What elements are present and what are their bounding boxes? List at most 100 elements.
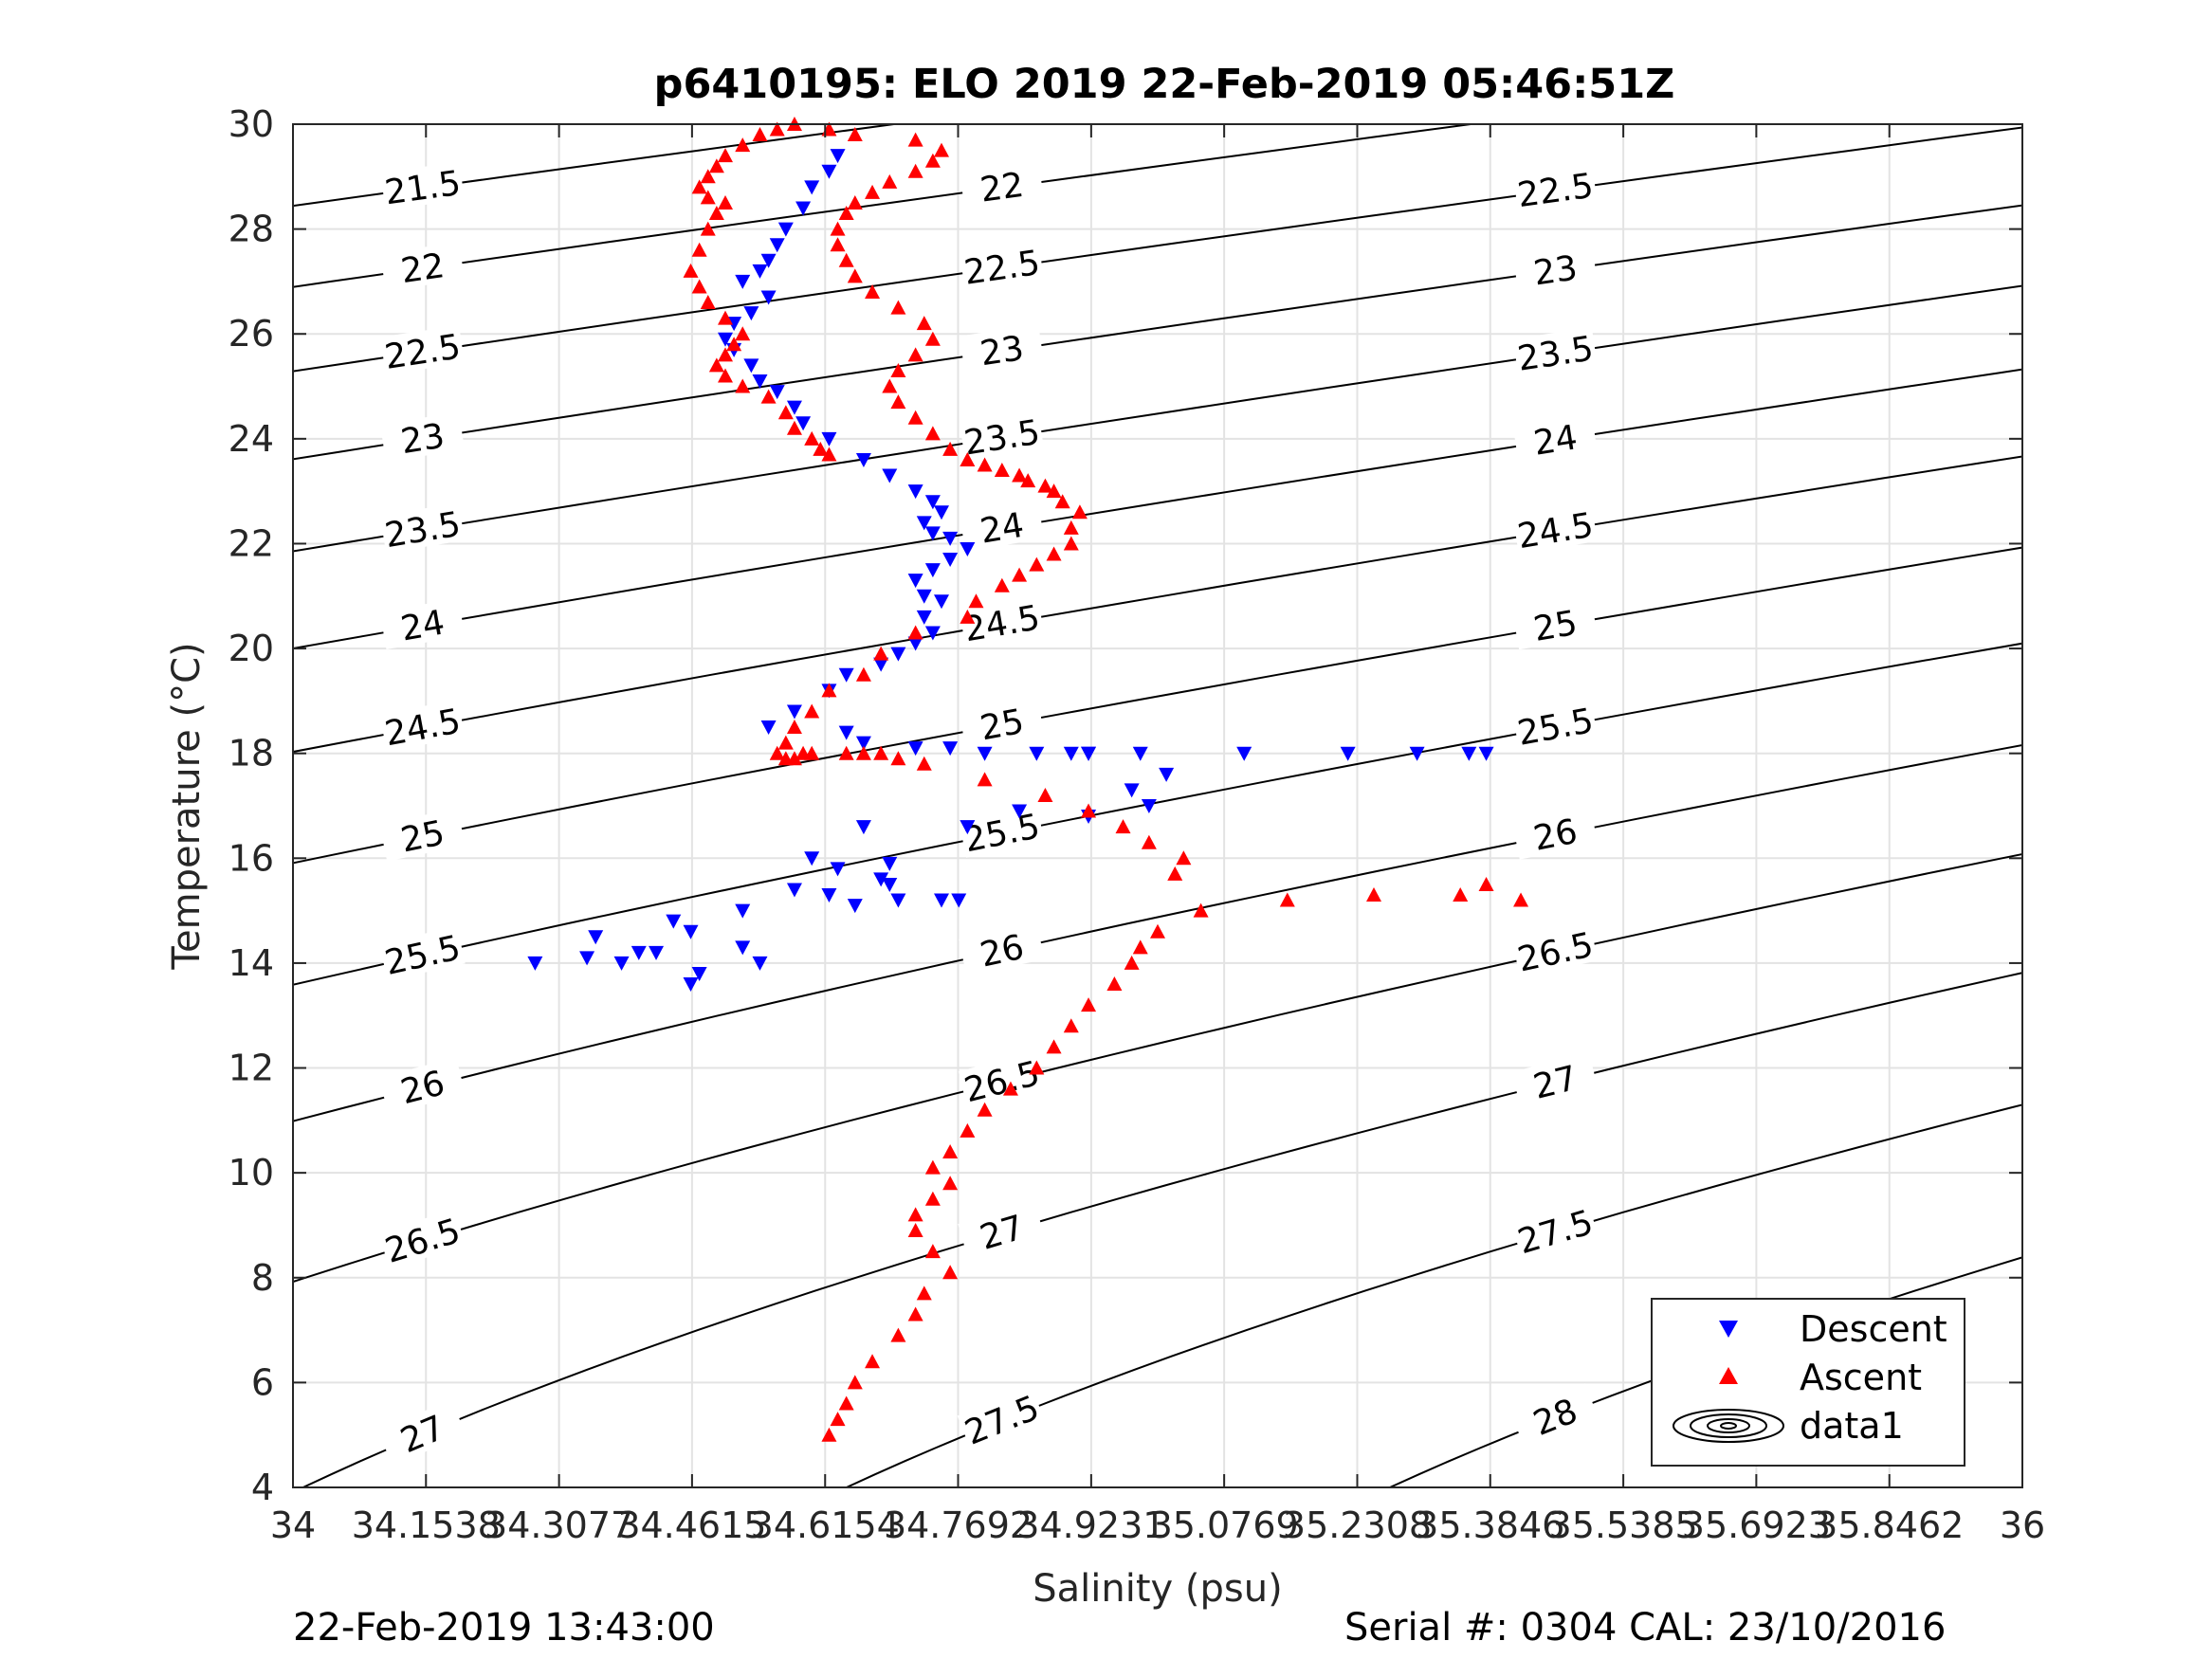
descent-point	[916, 516, 932, 531]
isopycnal-22.5	[293, 126, 2022, 373]
ascent-point	[1012, 567, 1028, 582]
contour-label-text: 26	[977, 928, 1028, 975]
descent-point	[786, 883, 802, 898]
ascent-point	[890, 1327, 906, 1342]
descent-point	[873, 657, 889, 672]
y-tick-label: 16	[229, 837, 274, 879]
contour-label-bg	[1511, 1052, 1599, 1109]
contour-label-bg	[379, 411, 466, 463]
ascent-point	[708, 206, 724, 221]
y-tick-label: 30	[229, 103, 274, 145]
contour-label-25: 25	[959, 697, 1045, 749]
descent-point	[882, 877, 898, 892]
footer-serial-calibration: Serial #: 0304 CAL: 23/10/2016	[1344, 1606, 1947, 1650]
ascent-point	[821, 447, 837, 462]
plot-frame	[292, 123, 2023, 1488]
ascent-point	[890, 394, 906, 410]
contour-label-23.5: 23.5	[379, 502, 466, 556]
ascent-point	[907, 163, 923, 178]
descent-point	[1124, 783, 1140, 798]
descent-point	[942, 531, 959, 546]
ascent-point	[873, 745, 889, 760]
ascent-point	[890, 300, 906, 315]
contour-label-text: 22	[398, 246, 447, 291]
y-tick-label: 8	[251, 1257, 274, 1299]
ascent-point	[735, 326, 751, 341]
x-tick-label: 35.8462	[1815, 1504, 1964, 1546]
ascent-point	[865, 1354, 881, 1369]
ascent-point	[821, 1427, 837, 1442]
contour-label-bg	[958, 1051, 1045, 1108]
ascent-point	[873, 646, 889, 661]
descent-point	[838, 667, 854, 683]
ascent-point	[924, 1191, 941, 1206]
ascent-point	[821, 683, 837, 698]
contour-label-bg	[380, 325, 465, 375]
x-axis-label: Salinity (psu)	[1033, 1567, 1282, 1611]
ascent-point	[683, 263, 699, 278]
isopycnal-28	[1387, 1256, 2022, 1487]
ascent-point	[882, 378, 898, 393]
ascent-point	[890, 362, 906, 377]
ascent-point	[1063, 1018, 1079, 1033]
descent-point	[873, 872, 889, 887]
ascent-point	[960, 451, 976, 466]
descent-point	[769, 385, 785, 400]
contour-label-text: 23	[1531, 248, 1580, 293]
ascent-point	[924, 331, 941, 346]
descent-point	[649, 945, 665, 960]
descent-point	[1478, 746, 1494, 761]
descent-point	[804, 180, 820, 195]
ascent-point	[795, 745, 812, 760]
ascent-point	[907, 410, 923, 425]
x-tick-label: 34.9231	[1016, 1504, 1165, 1546]
x-axis: 34 34.153834.307734.461534.615434.769234.…	[270, 124, 2045, 1546]
contour-label-text: 24	[398, 603, 448, 648]
contour-label-22: 22	[960, 161, 1044, 210]
descent-point	[934, 893, 949, 908]
descent-point	[942, 553, 959, 568]
descent-point	[855, 736, 871, 751]
contour-label-text: 23	[978, 329, 1026, 374]
ascent-point	[735, 378, 751, 393]
contour-label-text: 26	[1530, 812, 1581, 859]
y-tick-label: 28	[229, 209, 274, 250]
x-tick-label: 34.4615	[617, 1504, 766, 1546]
ascent-point	[847, 1375, 863, 1390]
descent-point	[907, 484, 923, 500]
legend-descent-label: Descent	[1800, 1308, 1947, 1350]
ascent-point	[838, 1395, 854, 1411]
ascent-point	[1167, 866, 1183, 881]
isopycnal-27.5	[844, 1103, 2022, 1487]
y-tick-label: 10	[229, 1152, 274, 1194]
ascent-point	[830, 1412, 846, 1427]
x-tick-label: 35.6923	[1682, 1504, 1831, 1546]
contour-lines	[293, 124, 2022, 1487]
ascent-point	[942, 1176, 959, 1191]
contour-label-bg	[377, 1399, 466, 1466]
ascent-point	[777, 405, 794, 420]
ascent-point	[924, 426, 941, 441]
y-tick-label: 14	[229, 942, 274, 984]
contour-label-25: 25	[1512, 598, 1598, 650]
footer-timestamp: 22-Feb-2019 13:43:00	[293, 1606, 715, 1650]
contour-label-bg	[960, 241, 1044, 291]
contour-label-bg	[958, 1201, 1046, 1261]
descent-series	[527, 149, 1494, 993]
ascent-point	[924, 153, 941, 168]
contour-label-text: 24	[978, 506, 1027, 552]
contour-label-26: 26	[1512, 806, 1599, 860]
descent-point	[934, 594, 949, 610]
descent-point	[838, 725, 854, 740]
descent-point	[924, 526, 941, 541]
descent-point	[752, 374, 768, 390]
ascent-point	[691, 242, 707, 257]
ascent-point	[1478, 876, 1494, 891]
descent-point	[735, 274, 751, 289]
descent-point	[666, 914, 682, 929]
contour-label-bg	[1512, 806, 1599, 860]
descent-point	[1159, 767, 1175, 782]
x-tick-label: 36	[2000, 1504, 2045, 1546]
x-tick-label: 35.2308	[1283, 1504, 1432, 1546]
legend-box	[1651, 1298, 1965, 1467]
